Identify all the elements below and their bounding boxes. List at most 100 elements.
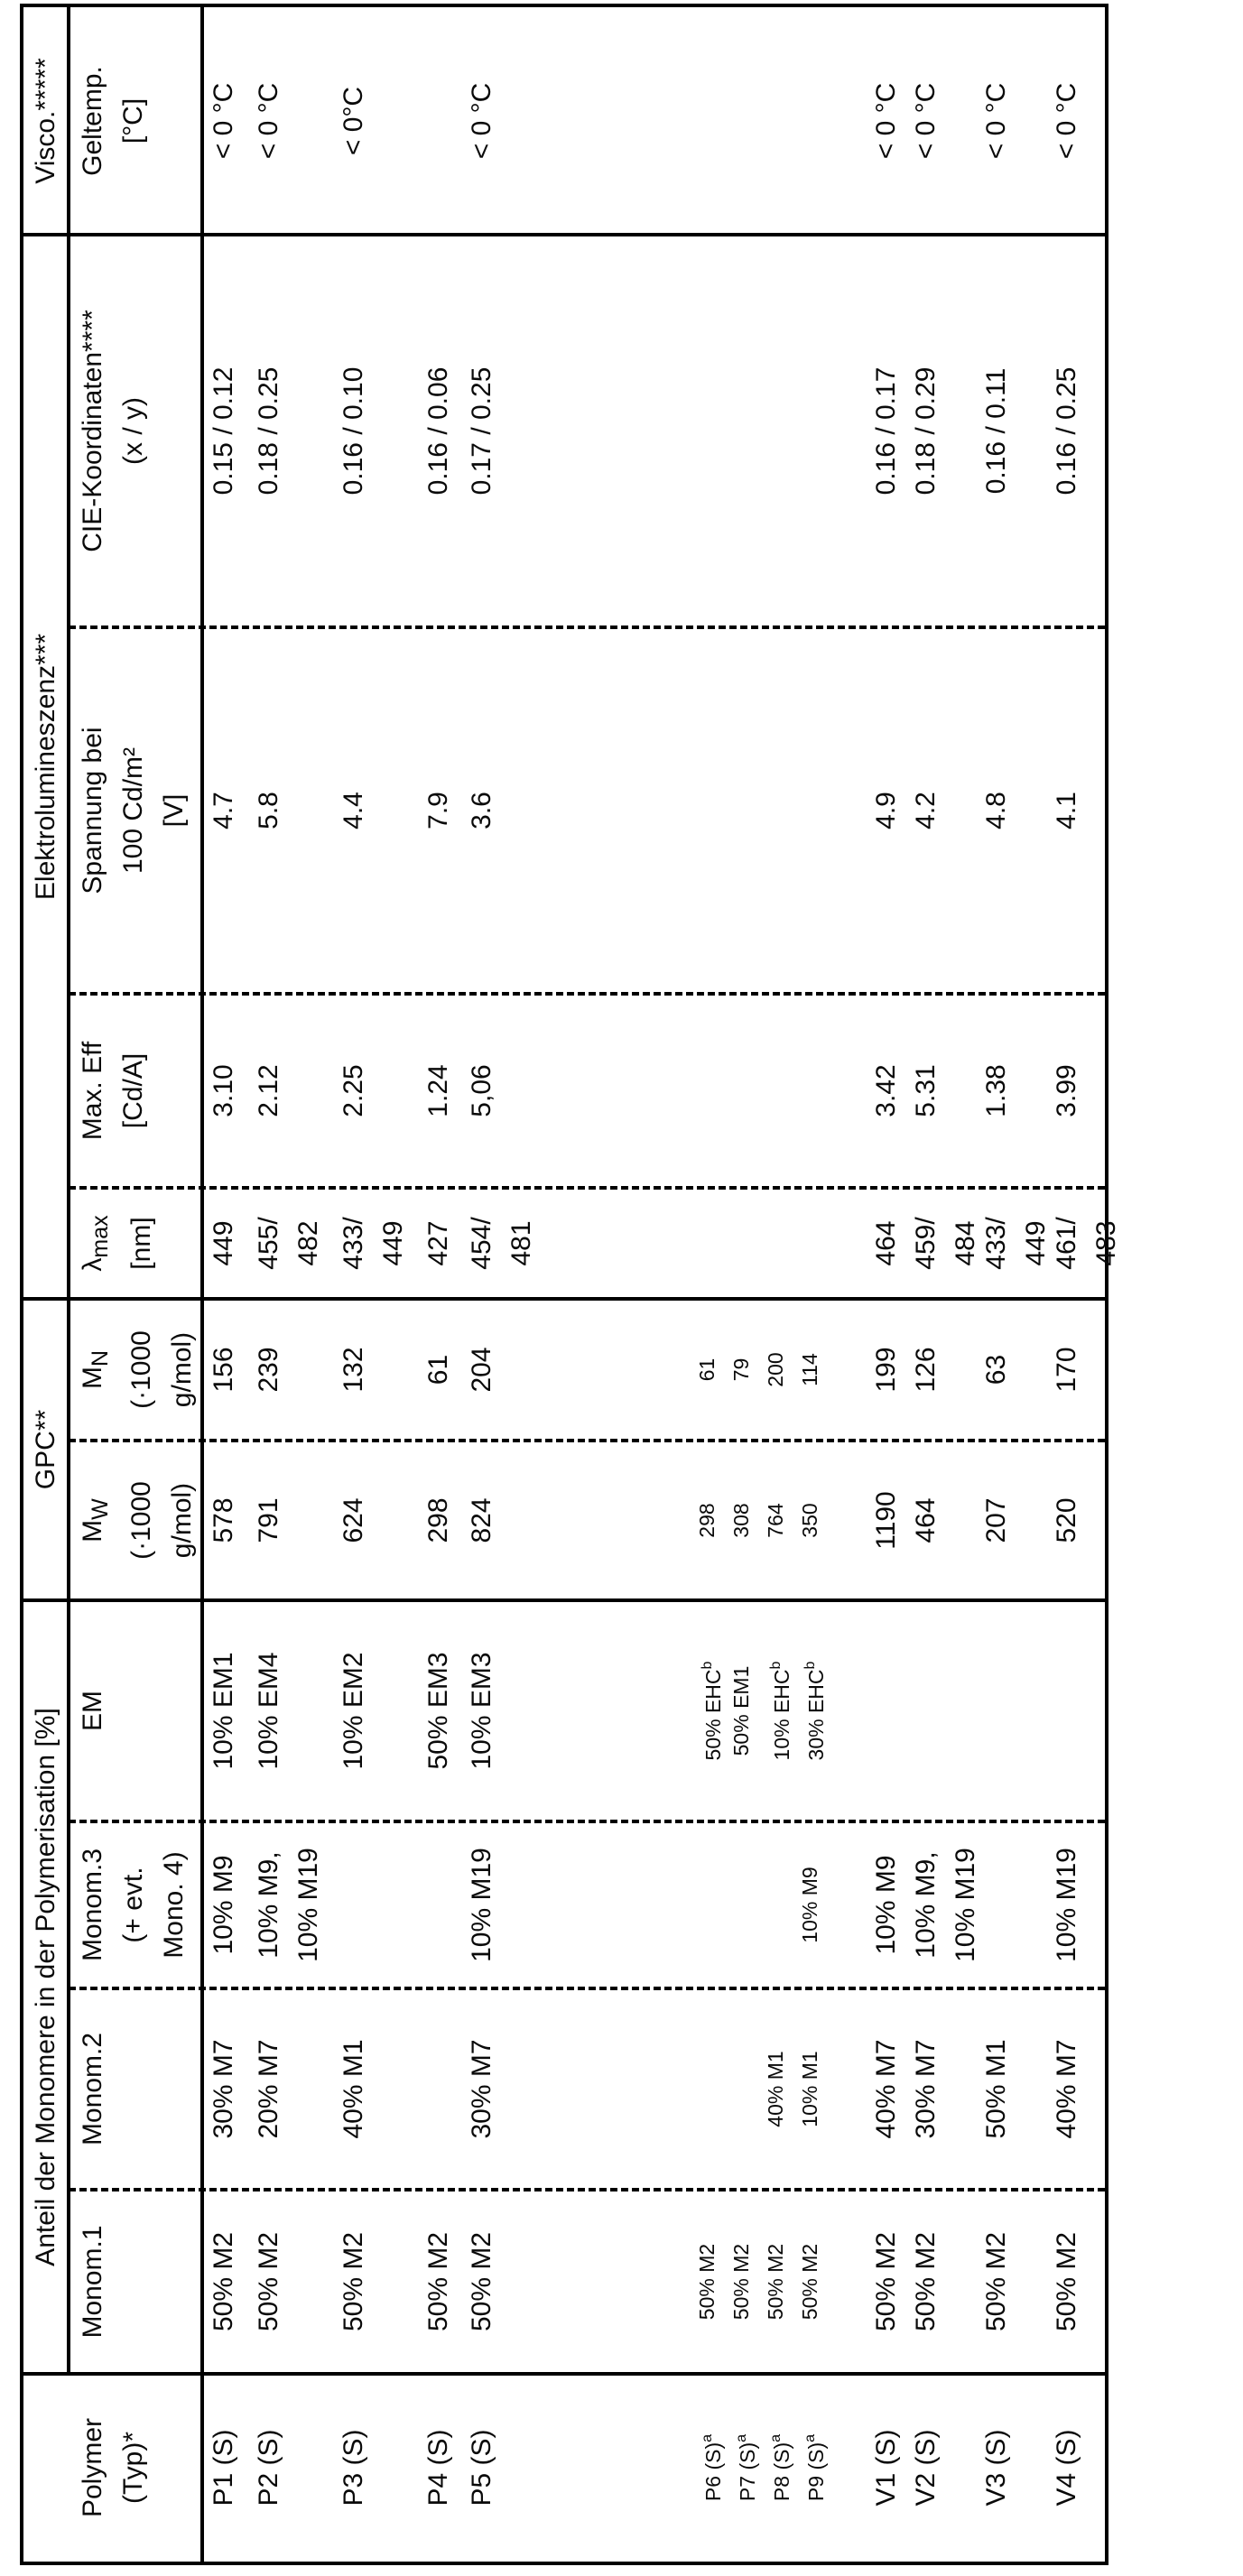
table-cell: 520 [1052,1497,1081,1543]
table-cell: 40% M7 [1052,2039,1081,2139]
row-label-cell: P9 (S)a [802,2433,828,2502]
row-label-cell: P1 (S) [209,2429,238,2507]
polymer-results-table: Polymer (Typ)* Anteil der Monomere in der… [20,4,1121,2565]
corner-header-polymer-typ: Polymer (Typ)* [78,2417,148,2518]
table-cell: 5.8 [254,792,283,829]
table-cell: 204 [467,1347,496,1393]
table-cell: 7.9 [423,792,453,829]
table-cell: < 0 °C [871,82,901,160]
table-cell: 10% M9 [871,1855,901,1955]
table-cell: 50% M2 [871,2231,901,2332]
column-header-geltemp: Geltemp. [°C] [78,66,148,176]
table-cell: 10% M9 [798,1867,821,1943]
table-cell: 0.17 / 0.25 [467,366,496,496]
table-cell: 10% M19 [467,1848,496,1962]
row-label-cell: V4 (S) [1052,2429,1081,2507]
table-cell: 433/449 [981,1217,1051,1270]
table-cell: 3.10 [209,1064,238,1117]
table-cell: 459/484 [911,1217,980,1270]
table-cell: 50% M2 [911,2231,941,2332]
table-cell: 200 [764,1352,787,1387]
table-cell: < 0 °C [911,82,941,160]
table-cell: 63 [981,1354,1011,1385]
table-cell: 461/483 [1052,1217,1121,1270]
column-header-monom3: Monom.3 (+ evt. Mono. 4) [78,1848,189,1962]
table-cell: 1.38 [981,1064,1011,1117]
table-cell: 114 [798,1353,821,1386]
table-cell: 50% EM3 [423,1652,453,1770]
table-cell: 0.16 / 0.17 [871,366,901,496]
table-cell: 50% M2 [339,2231,368,2332]
table-cell: 433/449 [339,1217,408,1270]
group-header-anteil: Anteil der Monomere in der Polymerisatio… [31,1708,60,2266]
table-cell: 464 [911,1497,941,1543]
table-cell: 30% M7 [911,2039,941,2139]
table-cell: 4.1 [1052,792,1081,829]
table-cell: 10% EM4 [254,1652,283,1770]
row-label-cell: V3 (S) [981,2429,1011,2507]
table-cell: 5,06 [467,1064,496,1117]
table-cell: 0.16 / 0.11 [981,367,1011,495]
table-cell: 40% M1 [339,2039,368,2139]
table-cell: 61 [423,1354,453,1385]
table-cell: 50% M2 [729,2243,753,2321]
table-cell: 4.7 [209,792,238,829]
table-cell: 4.2 [911,792,941,829]
row-label-cell: V1 (S) [871,2429,901,2507]
group-header-underline [67,7,70,2374]
table-cell: 4.9 [871,792,901,829]
column-header-monom1: Monom.1 [78,2225,107,2339]
table-cell: < 0 °C [981,82,1011,160]
table-cell: 10% M19 [1052,1848,1081,1962]
column-header-cie: CIE-Koordinaten**** (x / y) [78,310,148,552]
table-cell: < 0°C [339,86,368,156]
row-label-cell: P5 (S) [467,2429,496,2507]
table-cell: 764 [764,1503,787,1538]
row-label-cell: P2 (S) [254,2429,283,2507]
table-cell: 0.15 / 0.12 [209,366,238,496]
table-cell: 10% M9, 10% M19 [254,1848,323,1962]
table-cell: 10% M9 [209,1855,238,1955]
table-cell: 50% M1 [981,2039,1011,2139]
table-cell: 239 [254,1347,283,1393]
table-cell: 454/481 [467,1217,536,1270]
table-cell: 50% M2 [764,2243,787,2321]
table-cell: 40% M7 [871,2039,901,2139]
table-cell: 10% EM3 [467,1652,496,1770]
table-cell: 170 [1052,1347,1081,1393]
table-cell: 61 [695,1357,719,1382]
table-cell: 50% M2 [981,2231,1011,2332]
table-cell: 1.24 [423,1064,453,1117]
table-cell: < 0 °C [254,82,283,160]
table-cell: 50% M2 [209,2231,238,2332]
table-cell: 156 [209,1347,238,1393]
table-cell: 350 [798,1503,821,1538]
table-cell: 3.42 [871,1064,901,1117]
table-cell: 449 [209,1220,238,1266]
table-cell: 50% M2 [423,2231,453,2332]
column-header-max-eff: Max. Eff [Cd/A] [78,1041,148,1141]
column-header-mn: MN (·1000 g/mol) [78,1330,197,1409]
group-header-visco: Visco.***** [31,58,60,184]
table-cell: 624 [339,1497,368,1543]
table-cell: 40% M1 [764,2051,787,2127]
table-cell: 0.18 / 0.29 [911,366,941,496]
table-cell: < 0 °C [467,82,496,160]
column-header-spannung: Spannung bei 100 Cd/m² [V] [78,727,189,894]
table-cell: 455/482 [254,1217,323,1270]
table-cell: < 0 °C [1052,82,1081,160]
table-cell: 199 [871,1347,901,1393]
table-cell: 791 [254,1497,283,1543]
table-cell: 132 [339,1347,368,1393]
table-cell: 298 [423,1497,453,1543]
table-cell: 20% M7 [254,2039,283,2139]
table-cell: 298 [695,1503,719,1538]
table-cell: 30% M7 [467,2039,496,2139]
table-cell: 5.31 [911,1064,941,1117]
column-header-mw: MW (·1000 g/mol) [78,1481,197,1560]
table-cell: 126 [911,1347,941,1393]
table-cell: 10% M1 [798,2051,821,2127]
table-cell: 824 [467,1497,496,1543]
table-cell: 50% EM1 [729,1665,753,1756]
table-cell: 4.8 [981,792,1011,829]
